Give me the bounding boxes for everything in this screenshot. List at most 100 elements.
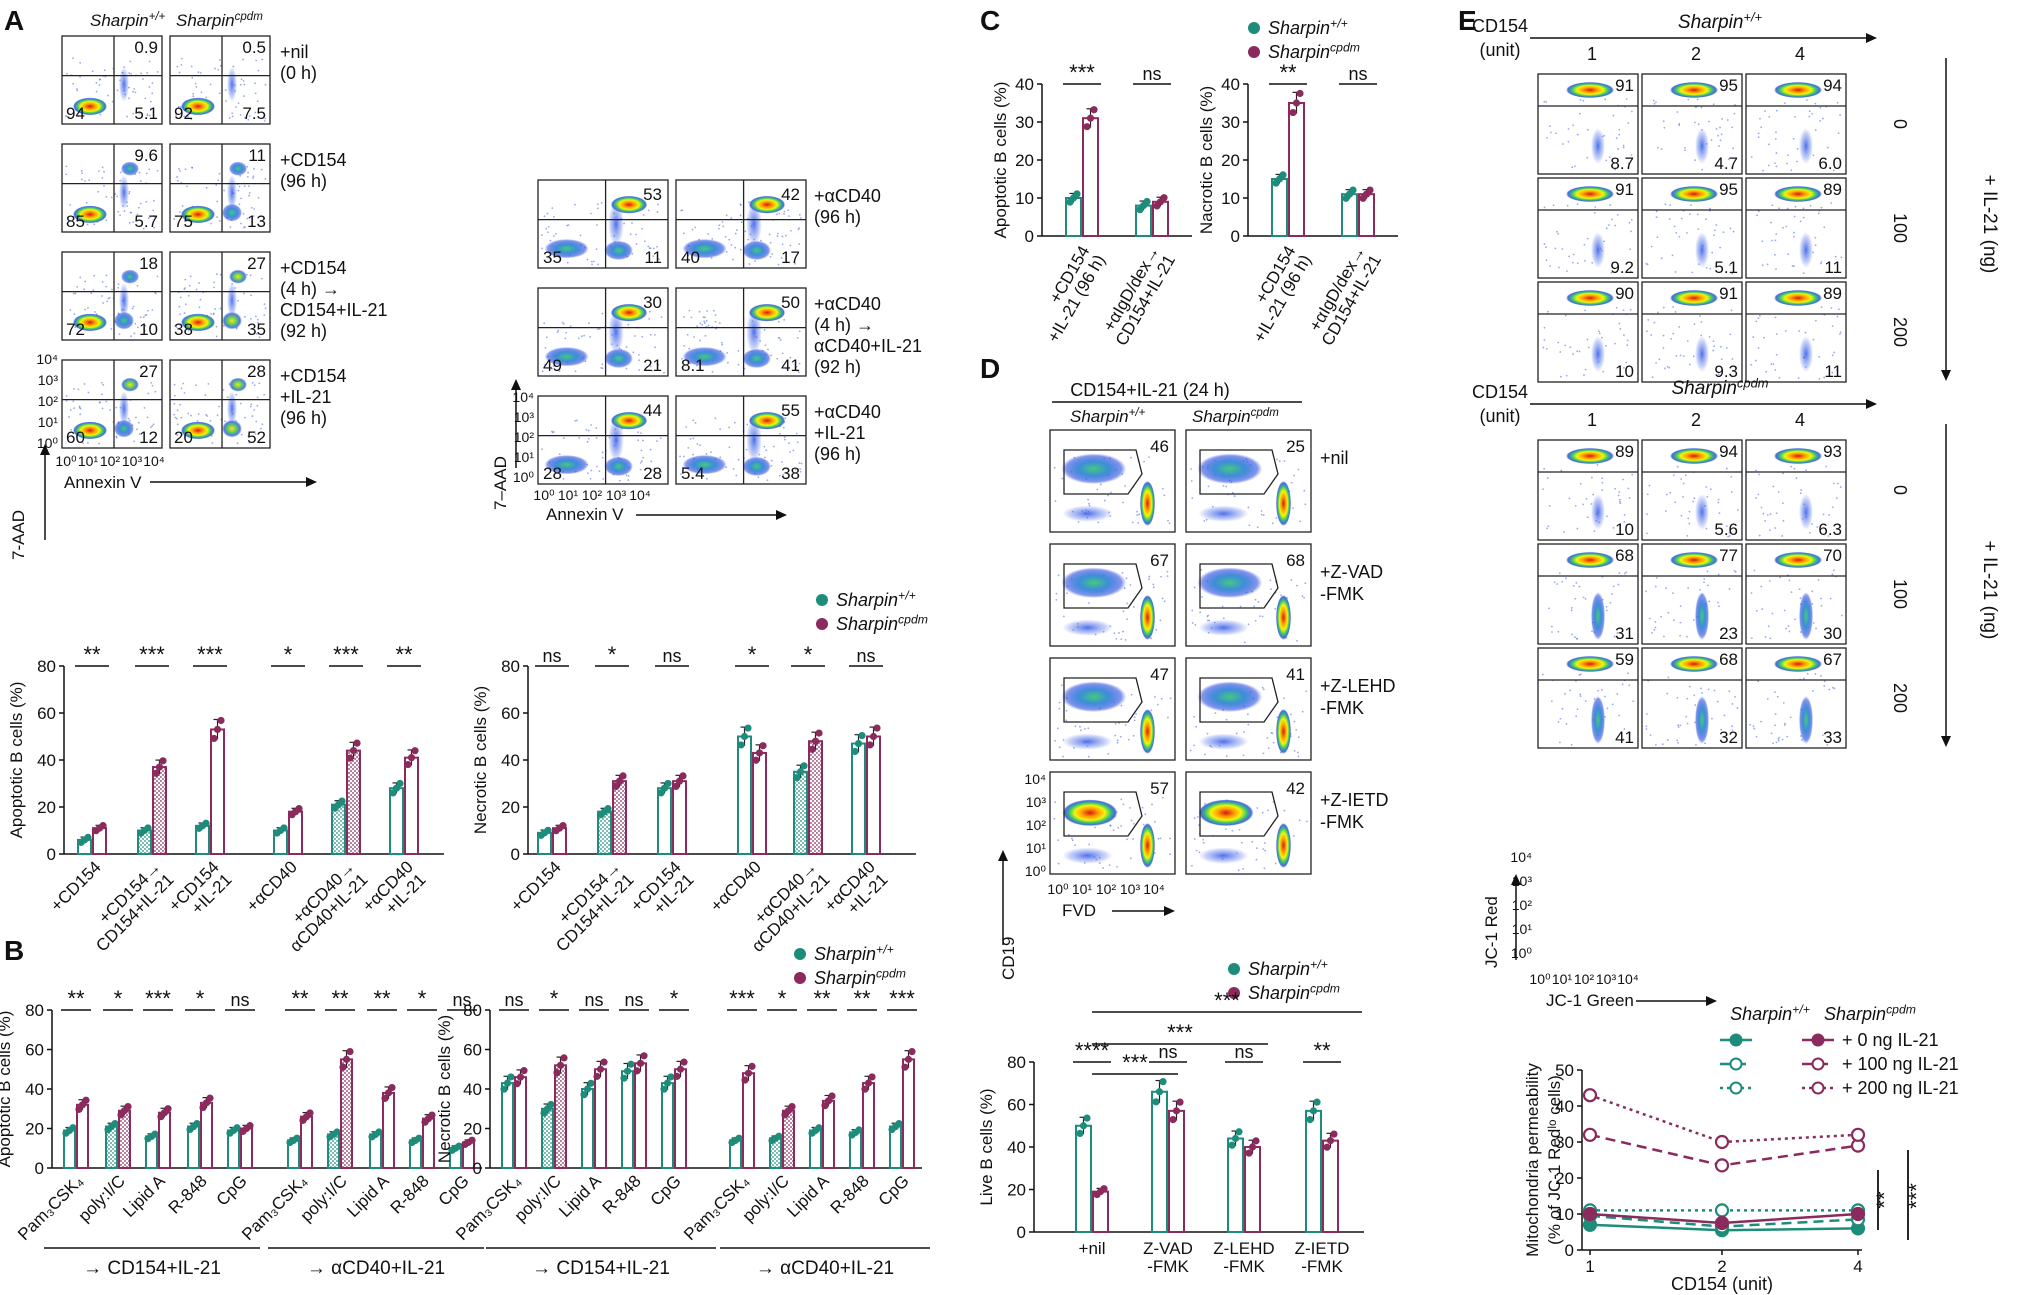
event-dot: [650, 468, 653, 471]
event-dot: [777, 232, 779, 235]
event-dot: [1622, 478, 1624, 481]
quadrant-ll-value: 40: [681, 248, 700, 267]
data-point: [544, 826, 552, 834]
event-dot: [179, 211, 181, 213]
event-dot: [1550, 131, 1552, 134]
y-tick-label: 20: [1555, 1169, 1574, 1188]
event-dot: [1778, 736, 1781, 739]
event-dot: [1836, 315, 1839, 318]
bar-cpdm: [594, 1068, 607, 1169]
event-dot: [209, 419, 212, 422]
cross-significance-label: ***: [1122, 1050, 1148, 1075]
event-dot: [1679, 634, 1681, 637]
event-dot: [264, 307, 267, 310]
density-blob: [1774, 448, 1822, 464]
event-dot: [1674, 501, 1677, 504]
condition-label: +Z-VAD -FMK: [1320, 562, 1383, 604]
bar-cpdm: [1082, 117, 1099, 237]
event-dot: [1625, 98, 1628, 100]
density-blob: [1591, 128, 1605, 164]
gate-percent: 46: [1150, 437, 1169, 456]
event-dot: [1278, 460, 1281, 463]
annexin-plot-acd40-cpdm-1: 508.1 41: [675, 287, 807, 377]
event-dot: [91, 70, 94, 73]
event-dot: [1808, 531, 1811, 534]
event-dot: [1297, 468, 1300, 471]
event-dot: [1753, 569, 1756, 572]
significance-label: ns: [542, 646, 561, 666]
event-dot: [1305, 820, 1308, 823]
y-tick-label: 40: [25, 1080, 44, 1099]
significance-label: **: [83, 642, 101, 667]
event-dot: [65, 395, 68, 397]
event-dot: [1677, 726, 1680, 728]
event-dot: [1680, 514, 1683, 517]
density-blob: [227, 66, 237, 102]
gate-percent: 57: [1150, 779, 1169, 798]
event-dot: [105, 274, 108, 277]
event-dot: [197, 71, 200, 74]
event-dot: [1828, 688, 1831, 691]
condition-label: +CD154 (96 h): [280, 150, 347, 191]
event-dot: [1730, 491, 1733, 493]
event-dot: [1719, 126, 1721, 129]
event-dot: [680, 209, 683, 212]
event-dot: [156, 71, 159, 73]
event-dot: [98, 442, 100, 445]
event-dot: [1691, 271, 1694, 274]
event-dot: [589, 336, 592, 338]
event-dot: [1700, 106, 1703, 109]
bar-wt: [621, 1070, 634, 1169]
event-dot: [1682, 482, 1685, 485]
event-dot: [183, 312, 186, 314]
event-dot: [1705, 218, 1707, 221]
event-dot: [1795, 477, 1798, 479]
density-blob: [1140, 709, 1155, 754]
y-axis-label: Apoptotic B cells (%): [7, 682, 26, 839]
event-dot: [569, 325, 572, 328]
density-blob: [608, 310, 624, 354]
event-dot: [601, 451, 604, 454]
event-dot: [176, 409, 179, 412]
legend-panel-a: Sharpin+/+Sharpincpdm: [816, 589, 928, 634]
data-point: [868, 1073, 876, 1081]
event-dot: [637, 353, 640, 356]
event-dot: [1777, 491, 1780, 493]
event-dot: [1794, 116, 1796, 118]
event-dot: [1630, 218, 1633, 221]
event-dot: [1712, 349, 1715, 352]
panel-b-bar-charts: Sharpin+/+Sharpincpdm020406080Apoptotic …: [0, 943, 930, 1279]
event-dot: [1727, 535, 1730, 538]
event-dot: [1692, 355, 1695, 358]
event-dot: [136, 326, 139, 329]
event-dot: [1687, 587, 1689, 589]
event-dot: [1774, 316, 1777, 319]
event-dot: [714, 417, 717, 420]
event-dot: [1725, 347, 1728, 349]
event-dot: [1622, 738, 1625, 741]
event-dot: [134, 91, 137, 94]
event-dot: [1122, 501, 1124, 504]
category-label: +CD154: [507, 857, 565, 915]
event-dot: [1594, 206, 1597, 208]
event-dot: [1820, 206, 1823, 209]
event-dot: [1764, 636, 1767, 638]
density-blob: [1566, 290, 1614, 306]
event-dot: [1570, 609, 1573, 612]
event-dot: [552, 365, 555, 368]
event-dot: [648, 318, 651, 320]
event-dot: [649, 247, 652, 250]
event-dot: [73, 313, 76, 316]
log-tick: 10⁰: [1025, 863, 1047, 879]
event-dot: [1757, 680, 1760, 683]
event-dot: [1646, 532, 1648, 535]
event-dot: [547, 231, 549, 234]
event-dot: [1755, 320, 1758, 323]
event-dot: [1728, 690, 1731, 692]
data-point: [500, 1085, 508, 1093]
event-dot: [1768, 579, 1771, 582]
event-dot: [702, 316, 705, 319]
event-dot: [1088, 502, 1090, 505]
density-blob: [121, 269, 139, 284]
